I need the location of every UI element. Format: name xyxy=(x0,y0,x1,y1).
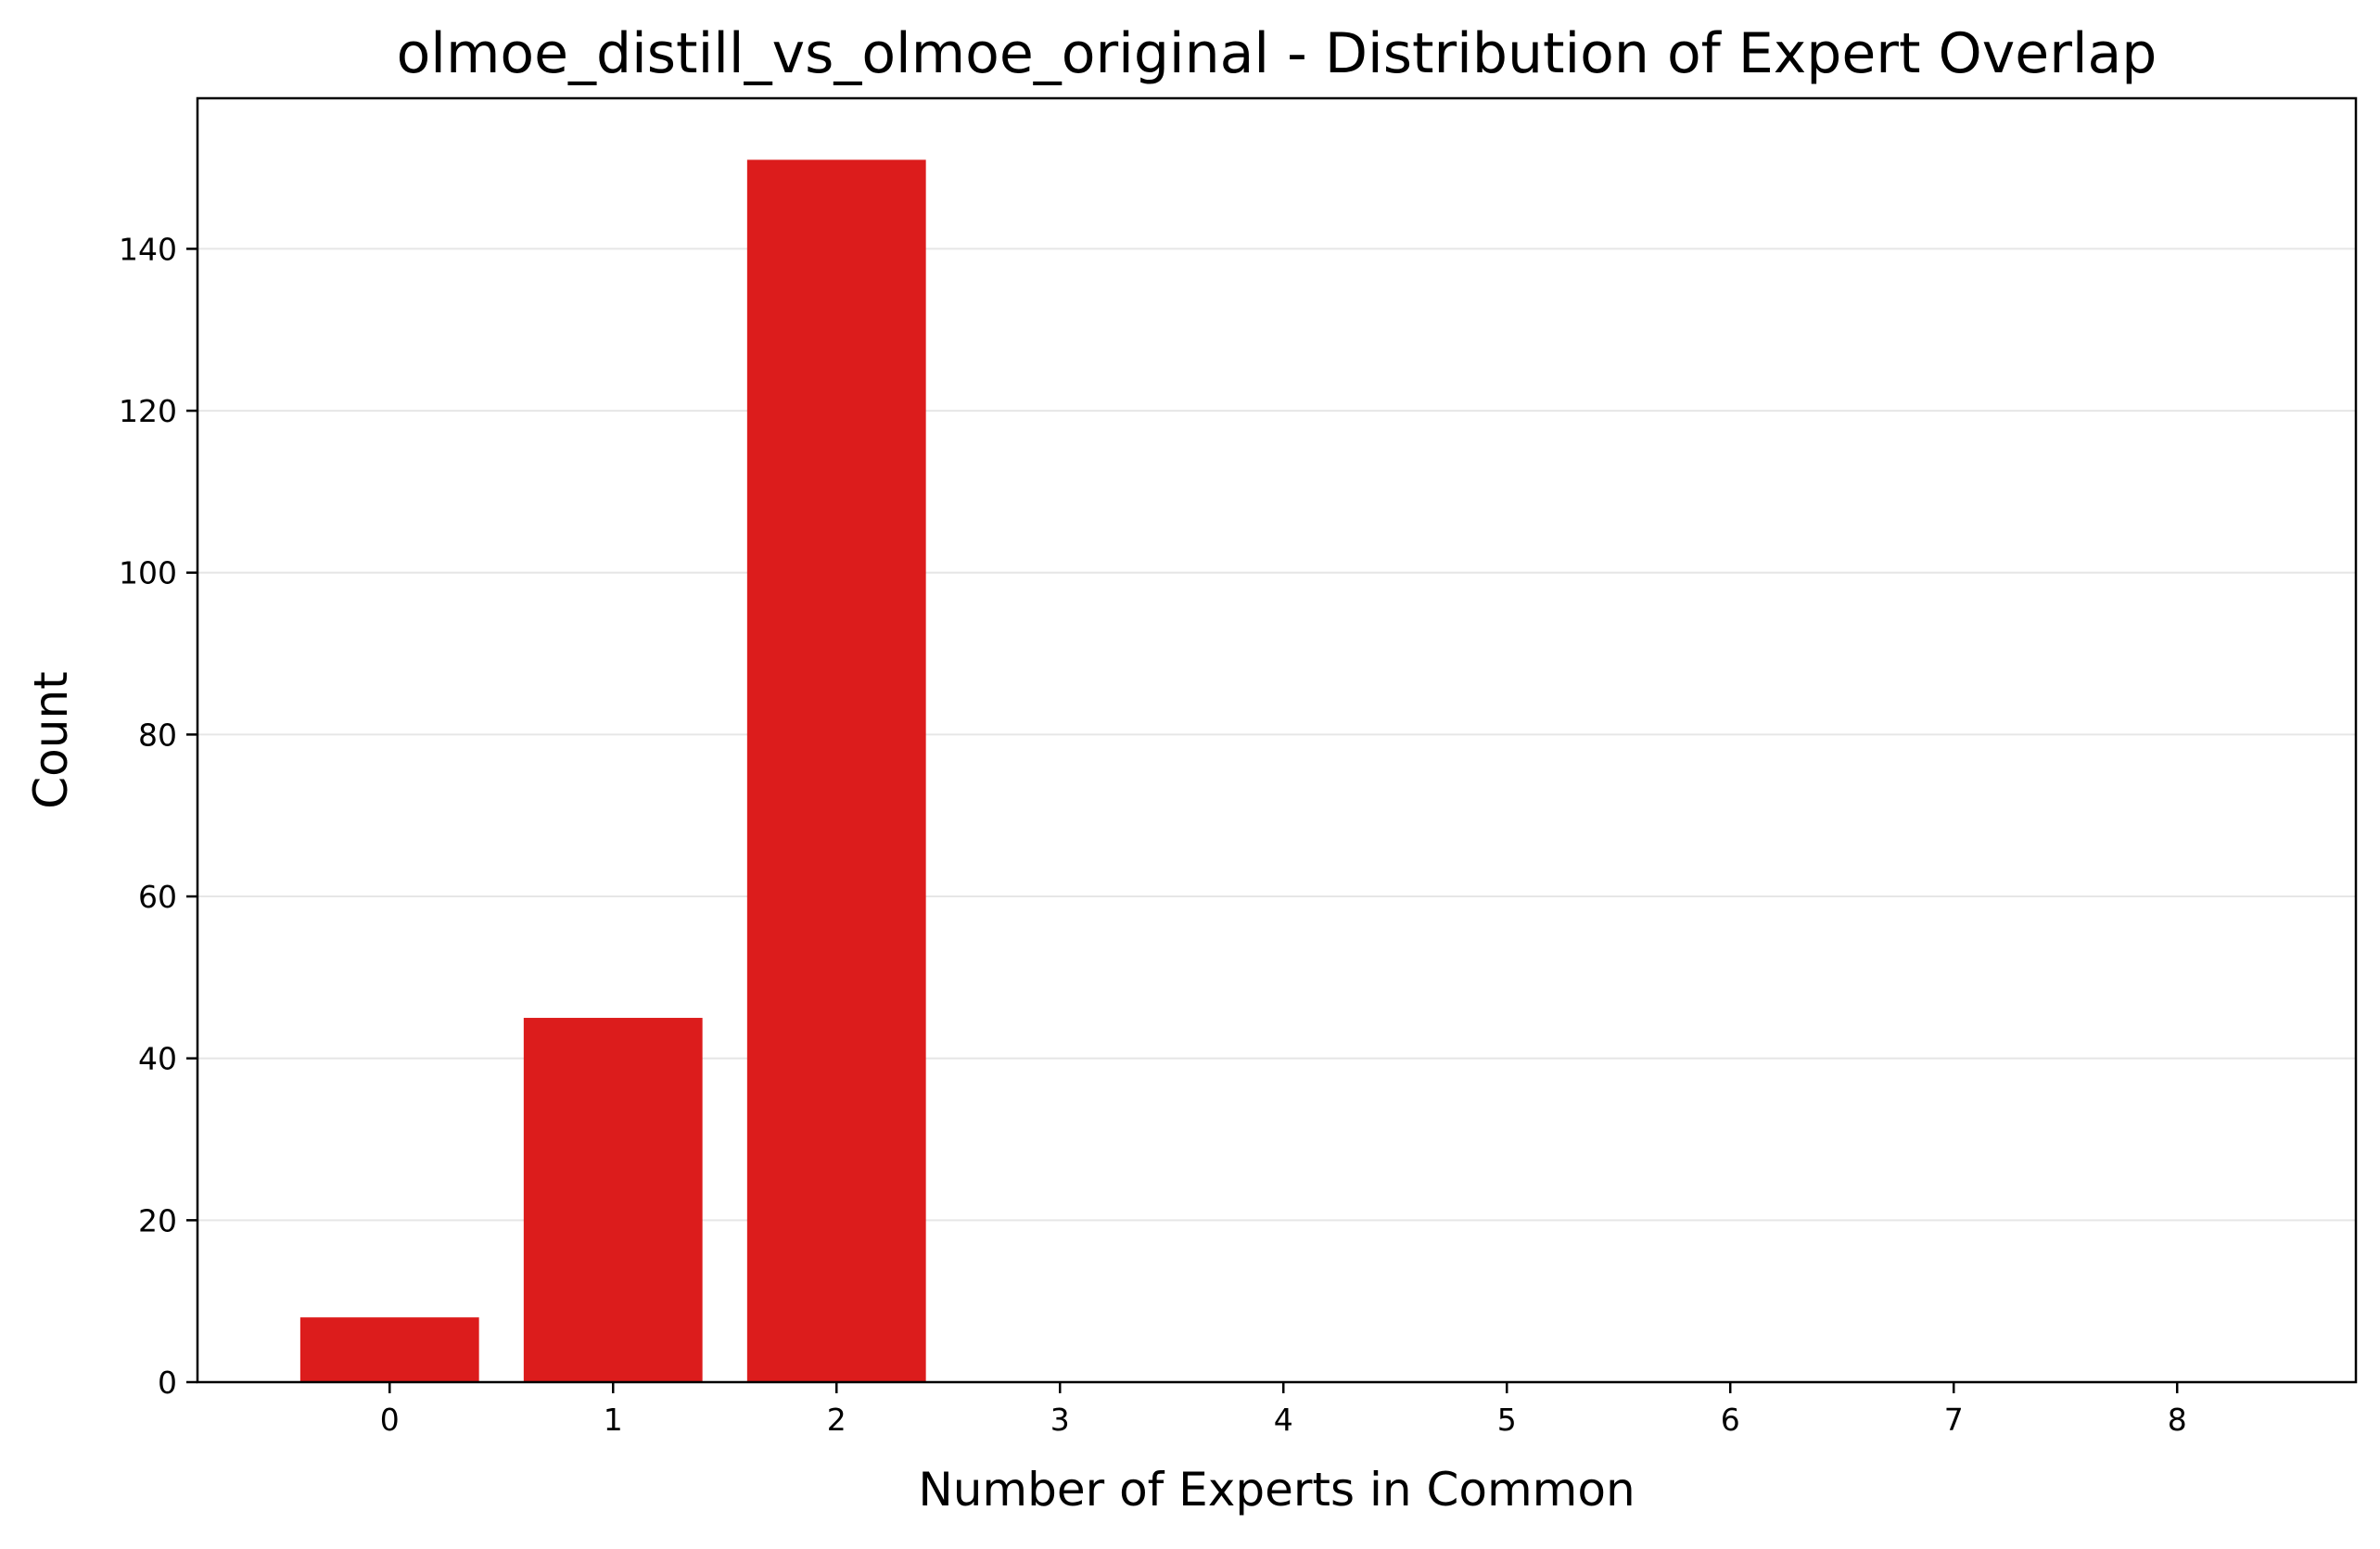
bar-2 xyxy=(746,159,926,1383)
x-tick-label-7: 7 xyxy=(1944,1402,1964,1438)
x-axis-ticks: 0 1 2 3 4 5 6 7 8 xyxy=(380,1382,2187,1438)
y-tick-label-120: 120 xyxy=(119,393,177,429)
y-tick-label-140: 140 xyxy=(119,231,177,267)
y-axis-label: Count xyxy=(24,671,78,809)
x-tick-label-8: 8 xyxy=(2168,1402,2187,1438)
bar-1 xyxy=(523,1018,703,1382)
y-axis-ticks: 0 20 40 60 80 100 120 140 xyxy=(119,231,197,1401)
y-tick-label-40: 40 xyxy=(138,1041,177,1077)
x-tick-label-0: 0 xyxy=(380,1402,400,1438)
bar-0 xyxy=(299,1317,479,1382)
x-axis-label: Number of Experts in Common xyxy=(918,1463,1635,1517)
y-tick-label-60: 60 xyxy=(138,879,177,915)
x-tick-label-4: 4 xyxy=(1274,1402,1293,1438)
bars xyxy=(299,159,926,1383)
plot-frame xyxy=(196,96,2358,1384)
y-tick-label-100: 100 xyxy=(119,555,177,591)
x-tick-label-2: 2 xyxy=(827,1402,846,1438)
y-tick-label-0: 0 xyxy=(158,1365,177,1401)
gridlines xyxy=(197,248,2356,1222)
x-tick-label-1: 1 xyxy=(604,1402,623,1438)
x-tick-label-3: 3 xyxy=(1050,1402,1070,1438)
y-tick-label-80: 80 xyxy=(138,717,177,753)
x-tick-label-6: 6 xyxy=(1721,1402,1740,1438)
x-tick-label-5: 5 xyxy=(1497,1402,1517,1438)
chart-title: olmoe_distill_vs_olmoe_original - Distri… xyxy=(397,21,2157,86)
y-tick-label-20: 20 xyxy=(138,1202,177,1238)
